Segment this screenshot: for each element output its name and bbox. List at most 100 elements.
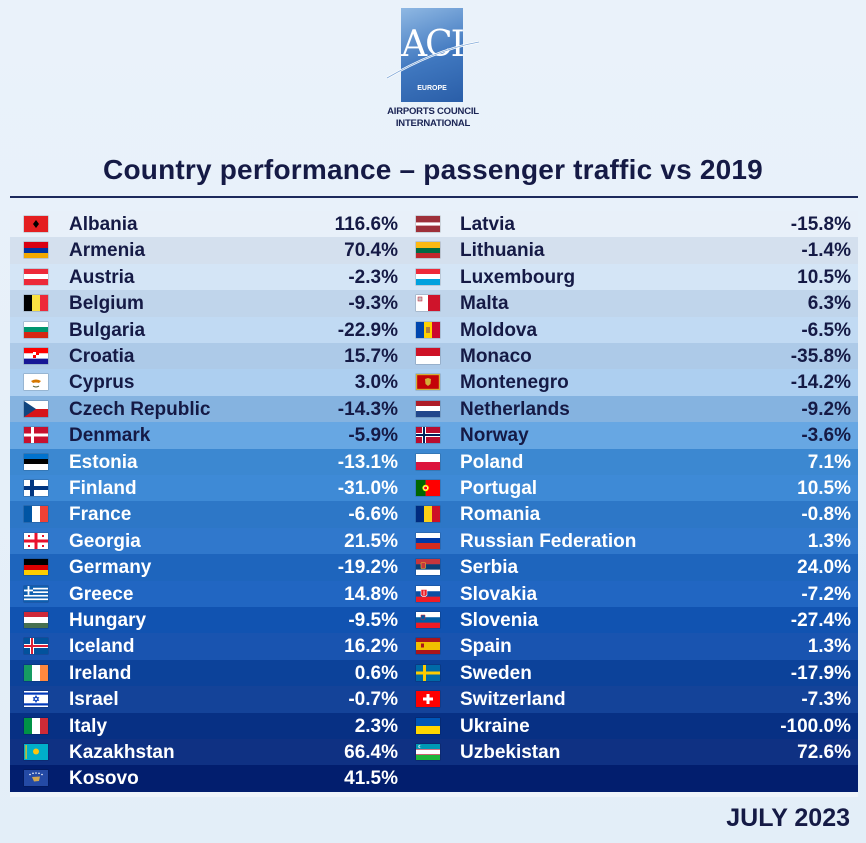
- country-name: Montenegro: [460, 372, 569, 394]
- traffic-change-value: 6.3%: [807, 293, 851, 315]
- page-title: Country performance – passenger traffic …: [103, 154, 763, 185]
- traffic-change-value: -7.3%: [801, 689, 851, 711]
- country-name: Ukraine: [460, 715, 530, 737]
- ireland-flag-icon: [24, 664, 48, 681]
- country-name: Albania: [69, 214, 138, 235]
- luxembourg-flag-icon: [416, 268, 440, 285]
- country-name: Denmark: [69, 425, 151, 447]
- logo-emblem: ACI EUROPE: [401, 8, 463, 102]
- bulgaria-flag-icon: [24, 321, 48, 338]
- table-row: Georgia 21.5% Russian Federation 1.3%: [10, 527, 858, 555]
- estonia-flag-icon: [24, 453, 48, 470]
- country-name: Germany: [69, 557, 152, 579]
- traffic-change-value: -5.9%: [348, 425, 398, 447]
- traffic-change-value: -7.2%: [801, 583, 851, 605]
- traffic-change-value: -22.9%: [337, 319, 398, 341]
- netherlands-flag-icon: [416, 400, 440, 417]
- traffic-change-value: -14.3%: [337, 398, 398, 420]
- czech-republic-flag-icon: [24, 400, 48, 417]
- russia-flag-icon: [416, 532, 440, 549]
- country-name: Poland: [460, 451, 524, 473]
- country-name: Norway: [460, 425, 529, 447]
- cyprus-flag-icon: [24, 374, 48, 391]
- slovakia-flag-icon: [416, 585, 440, 602]
- table-row: Croatia 15.7% Monaco -35.8%: [10, 343, 858, 370]
- country-name: Israel: [69, 689, 119, 711]
- traffic-change-value: 21.5%: [344, 530, 398, 552]
- traffic-change-value: -6.5%: [801, 319, 851, 341]
- austria-flag-icon: [24, 268, 48, 285]
- country-name: Iceland: [69, 636, 135, 658]
- title-divider: [10, 196, 858, 198]
- country-name: Croatia: [69, 346, 135, 367]
- kazakhstan-flag-icon: [24, 744, 48, 760]
- logo-swoosh-icon: [386, 40, 480, 79]
- country-name: Italy: [69, 715, 108, 737]
- hungary-flag-icon: [24, 612, 48, 628]
- traffic-change-value: -19.2%: [337, 557, 398, 579]
- table-row: Czech Republic -14.3% Netherlands -9.2%: [10, 395, 858, 423]
- table-row: Hungary -9.5% Slovenia -27.4%: [10, 607, 858, 634]
- traffic-change-value: -3.6%: [801, 425, 851, 447]
- monaco-flag-icon: [416, 348, 440, 364]
- table-row: Armenia 70.4% Lithuania -1.4%: [10, 237, 858, 264]
- logo-subtitle: EUROPE: [417, 85, 447, 92]
- albania-flag-icon: [24, 216, 48, 232]
- traffic-change-value: -27.4%: [790, 610, 851, 631]
- latvia-flag-icon: [416, 216, 440, 232]
- date-label: JULY 2023: [726, 804, 850, 832]
- poland-flag-icon: [416, 453, 440, 470]
- belgium-flag-icon: [24, 295, 48, 312]
- traffic-change-value: 16.2%: [344, 636, 398, 658]
- country-name: Georgia: [69, 530, 141, 552]
- country-name: Finland: [69, 478, 137, 499]
- traffic-change-value: 72.6%: [797, 742, 851, 763]
- uzbekistan-flag-icon: [416, 744, 440, 760]
- country-name: Bulgaria: [69, 319, 146, 341]
- country-name: Netherlands: [460, 398, 570, 420]
- switzerland-flag-icon: [416, 691, 440, 708]
- country-name: Czech Republic: [69, 398, 211, 420]
- country-name: Ireland: [69, 662, 132, 684]
- country-name: Russian Federation: [460, 530, 637, 552]
- traffic-change-value: -31.0%: [337, 478, 398, 499]
- country-name: Romania: [460, 504, 541, 526]
- table-row: Italy 2.3% Ukraine -100.0%: [10, 712, 858, 739]
- traffic-change-value: -100.0%: [780, 715, 851, 737]
- traffic-change-value: -1.4%: [801, 240, 851, 262]
- country-name: Switzerland: [460, 689, 566, 711]
- country-name: Hungary: [69, 610, 147, 631]
- country-name: Armenia: [69, 240, 146, 262]
- country-name: Latvia: [460, 214, 515, 235]
- table-row: Kazakhstan 66.4% Uzbekistan 72.6%: [10, 739, 858, 766]
- country-name: Cyprus: [69, 372, 135, 394]
- traffic-change-value: 41.5%: [344, 768, 398, 790]
- traffic-change-value: -0.7%: [348, 689, 398, 711]
- traffic-change-value: 3.0%: [354, 372, 398, 394]
- traffic-change-value: -14.2%: [790, 372, 851, 394]
- country-name: Moldova: [460, 319, 538, 341]
- romania-flag-icon: [416, 506, 440, 523]
- table-row: Greece 14.8% Slovakia -7.2%: [10, 580, 858, 607]
- croatia-flag-icon: [24, 348, 48, 364]
- traffic-change-value: -0.8%: [801, 504, 851, 526]
- table-row: Israel -0.7% Switzerland -7.3%: [10, 686, 858, 713]
- montenegro-flag-icon: [416, 374, 440, 391]
- table-row: Bulgaria -22.9% Moldova -6.5%: [10, 316, 858, 343]
- traffic-change-value: 116.6%: [334, 214, 398, 235]
- table-row: Albania 116.6% Latvia -15.8%: [10, 211, 858, 238]
- table-row: Kosovo 41.5%: [10, 765, 858, 792]
- finland-flag-icon: [24, 480, 48, 496]
- georgia-flag-icon: [24, 532, 48, 549]
- traffic-change-value: 0.6%: [354, 662, 398, 684]
- traffic-change-value: 1.3%: [807, 530, 851, 552]
- kosovo-flag-icon: [24, 770, 48, 787]
- country-name: Slovenia: [460, 610, 539, 631]
- france-flag-icon: [24, 506, 48, 523]
- traffic-change-value: -15.8%: [790, 214, 851, 235]
- country-name: Serbia: [460, 557, 519, 579]
- traffic-change-value: -9.2%: [801, 398, 851, 420]
- slovenia-flag-icon: [416, 612, 440, 628]
- traffic-change-value: 15.7%: [344, 346, 398, 367]
- table-row: Ireland 0.6% Sweden -17.9%: [10, 659, 858, 687]
